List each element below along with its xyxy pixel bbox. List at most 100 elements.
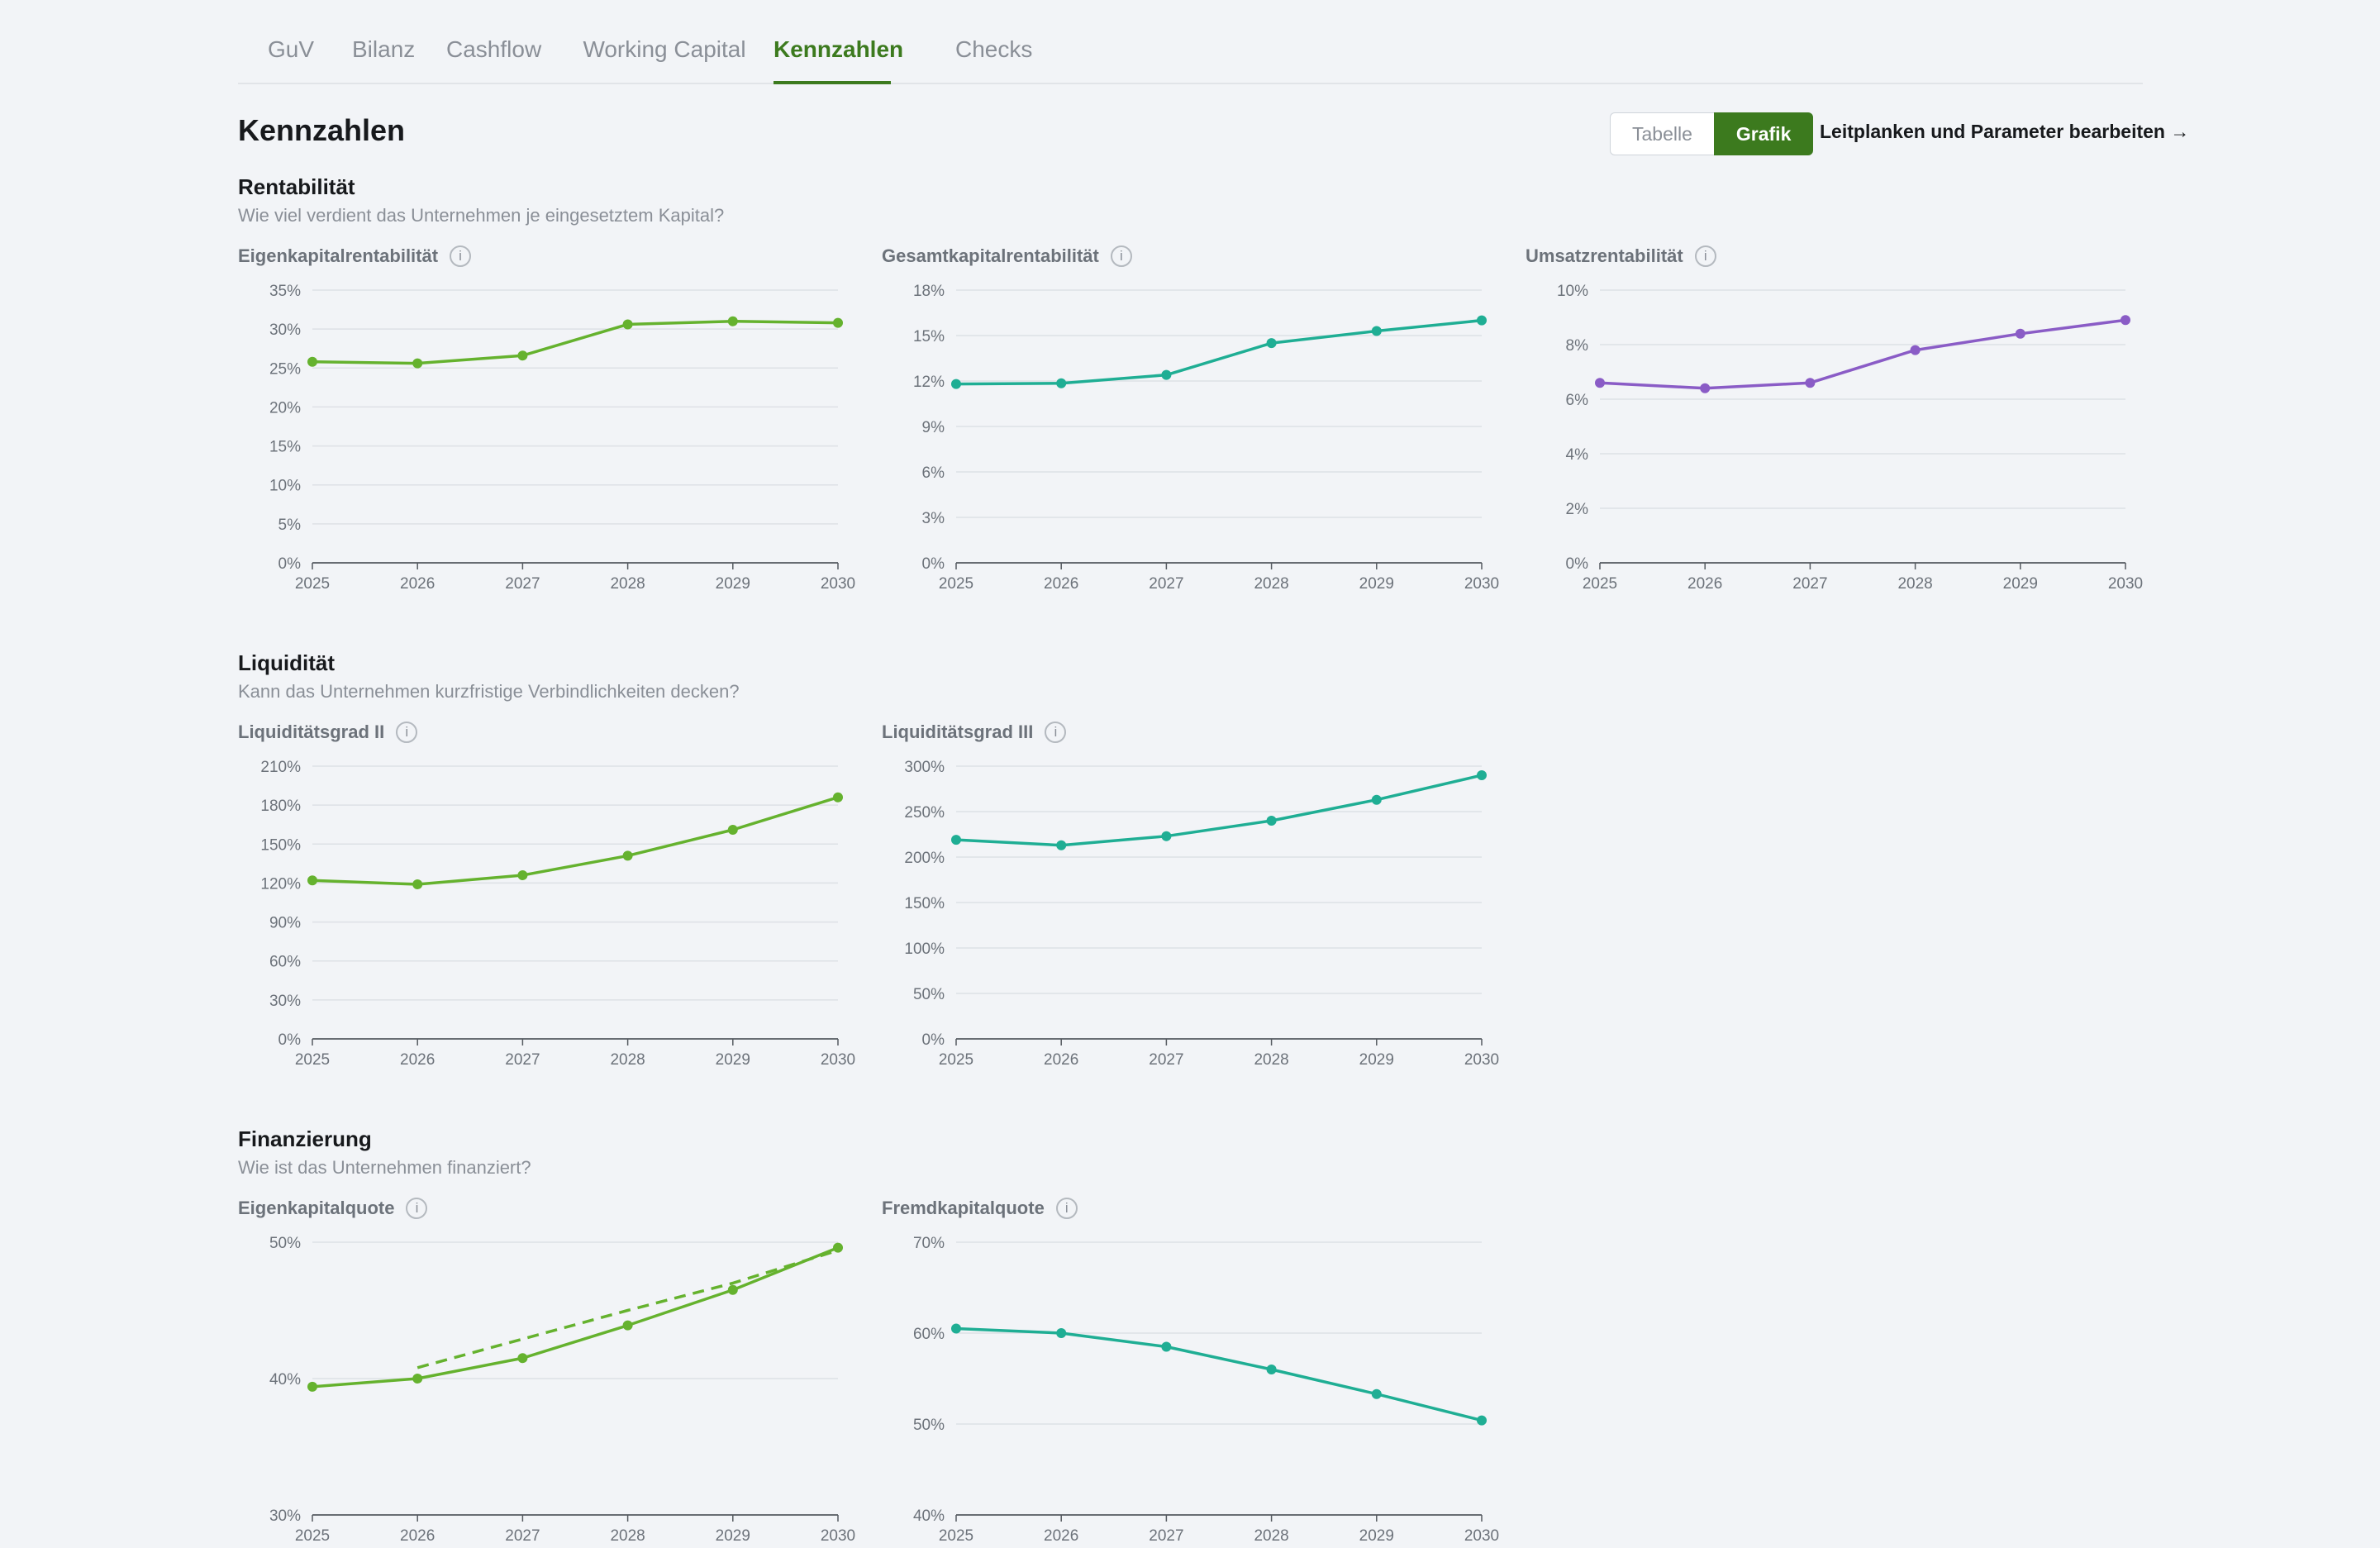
data-point bbox=[833, 1242, 843, 1253]
x-tick-label: 2030 bbox=[2108, 575, 2143, 593]
info-icon[interactable]: i bbox=[1055, 1198, 1078, 1219]
y-tick-label: 2% bbox=[1566, 501, 1589, 518]
chart-title: Liquiditätsgrad III bbox=[882, 722, 1034, 742]
y-tick-label: 12% bbox=[913, 374, 945, 391]
info-icon[interactable]: i bbox=[1694, 245, 1716, 267]
tab-bilanz[interactable]: Bilanz bbox=[352, 36, 416, 62]
data-point bbox=[517, 350, 528, 361]
tab-kennzahlen[interactable]: Kennzahlen bbox=[774, 0, 903, 84]
y-tick-label: 8% bbox=[1566, 337, 1589, 355]
data-point bbox=[1266, 816, 1277, 826]
chart-eigenkapitalrentabilitaet: Eigenkapitalrentabilität i 0% 5% 10% 15% 20% 2… bbox=[238, 245, 866, 593]
data-point bbox=[1056, 378, 1067, 388]
x-tick-label: 2030 bbox=[1464, 1051, 1499, 1069]
data-point bbox=[1595, 378, 1605, 388]
series-line bbox=[312, 1246, 839, 1388]
y-tick-label: 20% bbox=[269, 399, 301, 417]
toggle-tabelle-button[interactable]: Tabelle bbox=[1610, 112, 1714, 155]
data-point bbox=[1700, 383, 1711, 393]
y-tick-label: 180% bbox=[260, 798, 301, 815]
data-point bbox=[833, 317, 843, 328]
chart-svg: 0% 30% 60% 90% 120% 150% 180% 210% 2025 2026 2027 2… bbox=[260, 759, 855, 1069]
data-point bbox=[1056, 840, 1067, 850]
chart-svg: 30% 40% 50% 2025 2026 2027 2028 2029 2030 bbox=[269, 1235, 855, 1545]
data-point bbox=[1805, 378, 1816, 388]
chart-liquiditaetsgrad-2: Liquiditätsgrad II i 0% 30% 60% 90% 120% 150% 1… bbox=[238, 722, 866, 1069]
x-tick-label: 2025 bbox=[939, 575, 973, 593]
x-tick-label: 2029 bbox=[716, 1051, 750, 1069]
data-point bbox=[951, 835, 961, 845]
y-tick-label: 30% bbox=[269, 993, 301, 1010]
chart-title: Eigenkapitalquote bbox=[238, 1198, 395, 1218]
series-line bbox=[312, 796, 839, 886]
tab-guv[interactable]: GuV bbox=[267, 36, 315, 62]
tab-cashflow[interactable]: Cashflow bbox=[446, 36, 542, 62]
section-title-liquiditaet: Liquidität bbox=[238, 650, 335, 675]
tab-working-capital[interactable]: Working Capital bbox=[583, 36, 746, 62]
x-tick-label: 2028 bbox=[1254, 1051, 1288, 1069]
data-point bbox=[1477, 315, 1487, 326]
x-tick-label: 2028 bbox=[1254, 1527, 1288, 1545]
tab-checks[interactable]: Checks bbox=[955, 36, 1033, 62]
data-point bbox=[1910, 345, 1921, 355]
data-point bbox=[1161, 831, 1172, 841]
x-tick-label: 2025 bbox=[1583, 575, 1617, 593]
data-point bbox=[307, 1381, 317, 1392]
y-tick-label: 150% bbox=[260, 836, 301, 854]
x-tick-label: 2029 bbox=[1359, 1051, 1394, 1069]
chart-fremdkapitalquote: Fremdkapitalquote i 40% 50% 60% 70% 2025 2026 2… bbox=[882, 1198, 1510, 1545]
series-line bbox=[1599, 318, 2126, 390]
edit-parameters-link[interactable]: Leitplanken und Parameter bearbeiten → bbox=[1820, 121, 2190, 142]
y-tick-label: 5% bbox=[278, 517, 302, 534]
x-tick-label: 2027 bbox=[505, 1051, 540, 1069]
info-icon[interactable]: i bbox=[1045, 722, 1067, 743]
y-tick-label: 6% bbox=[922, 464, 945, 482]
section-subtitle-liquiditaet: Kann das Unternehmen kurzfristige Verbin… bbox=[238, 681, 740, 702]
x-tick-label: 2026 bbox=[400, 575, 435, 593]
info-icon[interactable]: i bbox=[450, 245, 472, 267]
info-icon[interactable]: i bbox=[1110, 245, 1132, 267]
page-title: Kennzahlen bbox=[238, 113, 406, 147]
y-tick-label: 210% bbox=[260, 759, 301, 776]
y-tick-label: 35% bbox=[269, 283, 301, 300]
x-tick-label: 2027 bbox=[1149, 575, 1183, 593]
y-tick-label: 120% bbox=[260, 875, 301, 893]
chart-svg: 0% 2% 4% 6% 8% 10% 2025 2026 2027 2028 2029 2030 bbox=[1557, 283, 2143, 593]
data-point bbox=[1161, 1341, 1172, 1352]
toggle-grafik-button[interactable]: Grafik bbox=[1713, 112, 1814, 155]
x-tick-label: 2030 bbox=[821, 1527, 855, 1545]
chart-title: Gesamtkapitalrentabilität bbox=[882, 245, 1099, 266]
data-point bbox=[727, 825, 738, 835]
view-toggle: Tabelle Grafik bbox=[1610, 112, 1814, 155]
x-tick-label: 2028 bbox=[1897, 575, 1932, 593]
x-tick-label: 2029 bbox=[716, 1527, 750, 1545]
y-tick-label: 70% bbox=[913, 1235, 945, 1252]
x-tick-label: 2029 bbox=[1359, 575, 1394, 593]
y-tick-label: 18% bbox=[913, 283, 945, 300]
y-tick-label: 50% bbox=[269, 1235, 301, 1252]
series-line bbox=[312, 319, 839, 365]
data-point bbox=[2015, 328, 2025, 339]
y-tick-label: 0% bbox=[1566, 555, 1589, 573]
x-tick-label: 2026 bbox=[1044, 1051, 1078, 1069]
y-tick-label: 50% bbox=[913, 1417, 945, 1434]
y-tick-label: 40% bbox=[269, 1371, 301, 1388]
chart-svg: 0% 5% 10% 15% 20% 25% 30% 35% 2025 2026 2027 2028 20… bbox=[269, 283, 855, 593]
chart-svg: 0% 3% 6% 9% 12% 15% 18% 2025 2026 2027 2028 2029 203… bbox=[913, 283, 1499, 593]
x-tick-label: 2030 bbox=[1464, 1527, 1499, 1545]
y-tick-label: 10% bbox=[269, 478, 301, 495]
y-tick-label: 30% bbox=[269, 322, 301, 339]
x-tick-label: 2026 bbox=[400, 1527, 435, 1545]
data-point bbox=[1266, 1365, 1277, 1374]
data-point bbox=[412, 1374, 423, 1384]
y-tick-label: 25% bbox=[269, 360, 301, 378]
data-point bbox=[1371, 794, 1382, 805]
chart-gesamtkapitalrentabilitaet: Gesamtkapitalrentabilität i 0% 3% 6% 9% 12% 15… bbox=[882, 245, 1510, 593]
data-point bbox=[622, 319, 633, 330]
chart-title: Liquiditätsgrad II bbox=[238, 722, 385, 742]
chart-title: Umsatzrentabilität bbox=[1526, 245, 1683, 266]
info-icon[interactable]: i bbox=[396, 722, 418, 743]
x-tick-label: 2027 bbox=[1149, 1527, 1183, 1545]
info-icon[interactable]: i bbox=[406, 1198, 428, 1219]
x-tick-label: 2029 bbox=[2003, 575, 2038, 593]
